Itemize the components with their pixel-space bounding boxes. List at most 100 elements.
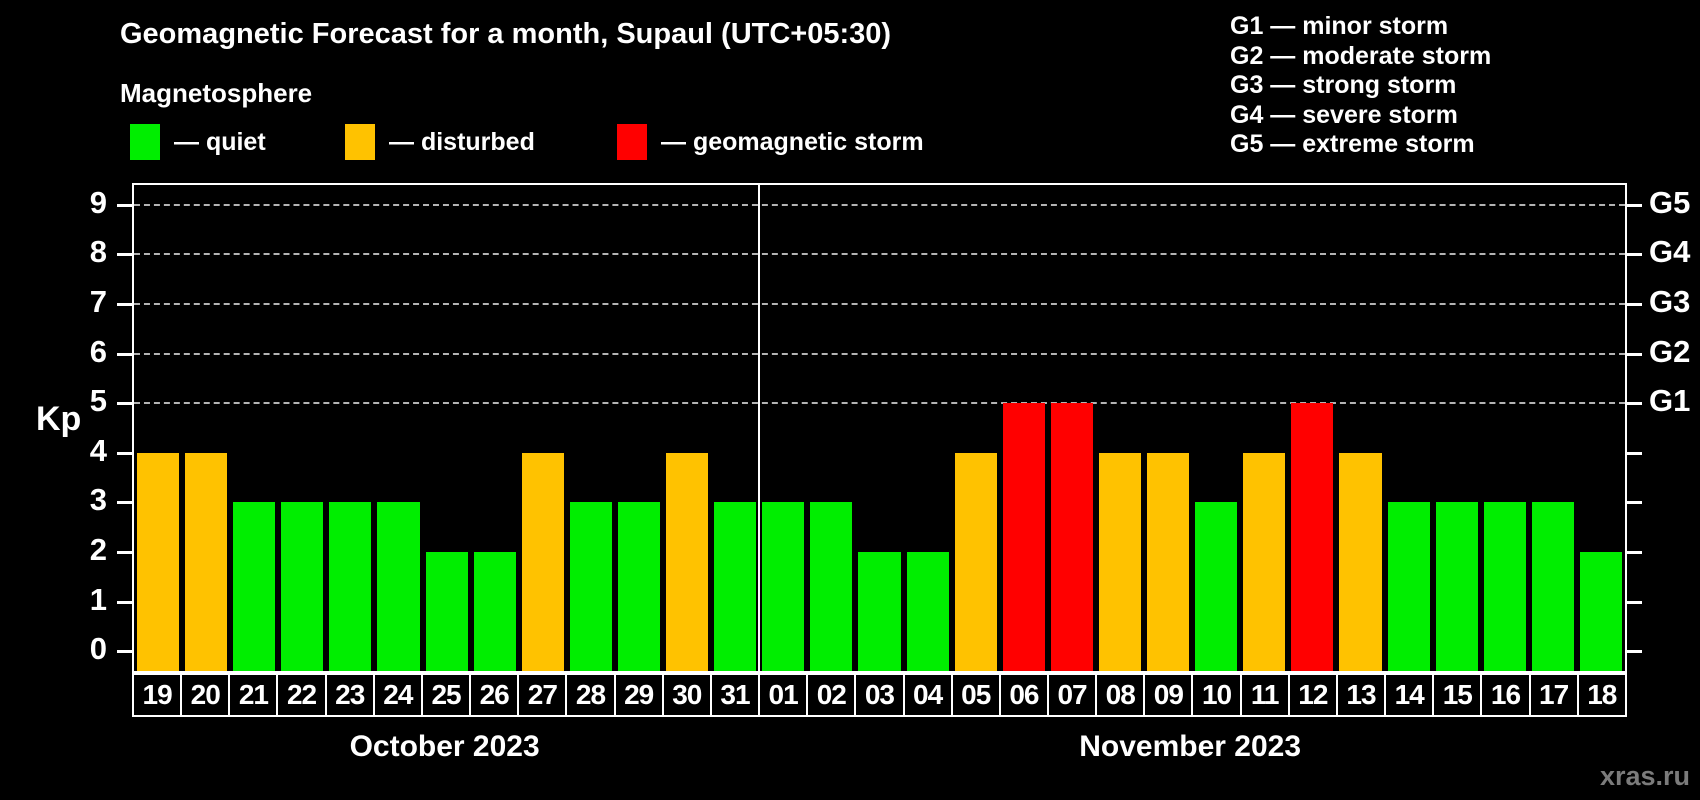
- day-label-11: 11: [1239, 673, 1290, 717]
- day-label-22: 22: [276, 673, 327, 717]
- day-label-21: 21: [228, 673, 279, 717]
- day-label-26: 26: [469, 673, 520, 717]
- day-label-27: 27: [517, 673, 568, 717]
- g-tick-label-g2: G2: [1649, 333, 1691, 369]
- kp-bar-day-02: [810, 502, 853, 671]
- y-tick-label-1: 1: [89, 581, 107, 617]
- legend-label-disturbed: — disturbed: [389, 127, 535, 156]
- day-label-15: 15: [1432, 673, 1483, 717]
- g-tick-label-g1: G1: [1649, 383, 1691, 419]
- kp-bar-day-20: [185, 452, 228, 671]
- kp-bar-day-30: [666, 452, 709, 671]
- right-tick-kp-9: [1627, 203, 1642, 207]
- day-label-14: 14: [1384, 673, 1435, 717]
- legend-label-quiet: — quiet: [174, 127, 266, 156]
- g-scale-legend: G1 — minor storm G2 — moderate storm G3 …: [1230, 12, 1491, 160]
- kp-bar-day-27: [521, 452, 564, 671]
- kp-bar-day-24: [377, 502, 420, 671]
- left-tick-kp-5: [117, 402, 132, 406]
- legend-item-quiet: — quiet: [130, 122, 266, 162]
- storm-color-swatch: [617, 124, 647, 160]
- legend-item-storm: — geomagnetic storm: [617, 122, 924, 162]
- kp-bar-day-26: [473, 551, 516, 671]
- g-legend-line-g4: G4 — severe storm: [1230, 100, 1458, 129]
- right-tick-kp-8: [1627, 253, 1642, 257]
- kp-bar-day-29: [617, 502, 661, 671]
- kp-bar-day-03: [858, 551, 901, 671]
- left-tick-kp-4: [117, 451, 132, 455]
- y-tick-label-0: 0: [89, 631, 107, 667]
- y-tick-label-3: 3: [89, 482, 107, 518]
- day-label-02: 02: [806, 673, 857, 717]
- kp-bar-day-22: [281, 502, 324, 671]
- y-tick-label-4: 4: [89, 432, 107, 468]
- kp-bar-day-23: [329, 502, 372, 671]
- g-tick-label-g3: G3: [1649, 284, 1691, 320]
- kp-bar-day-17: [1531, 502, 1574, 671]
- day-label-19: 19: [132, 673, 183, 717]
- day-label-28: 28: [565, 673, 616, 717]
- kp-bar-day-15: [1435, 502, 1478, 671]
- kp-bar-day-19: [137, 452, 180, 671]
- g-tick-label-g4: G4: [1649, 234, 1691, 270]
- kp-bar-day-28: [569, 502, 612, 671]
- right-tick-kp-2: [1627, 550, 1642, 554]
- kp-bar-day-18: [1579, 551, 1622, 671]
- legend-item-disturbed: — disturbed: [345, 122, 535, 162]
- day-label-row: 19 20 21 22 23 24 25 26 27 28 29 30 31 01 02 03 04 05 06 07…: [132, 673, 1627, 717]
- kp-bar-day-12: [1291, 403, 1334, 671]
- plot-area: [132, 183, 1627, 673]
- kp-bar-day-13: [1339, 452, 1382, 671]
- kp-bar-day-21: [233, 502, 276, 671]
- gridline-kp-8: [134, 253, 1625, 256]
- right-tick-kp-7: [1627, 303, 1642, 307]
- kp-bar-day-11: [1243, 452, 1286, 671]
- watermark: xras.ru: [1599, 761, 1690, 791]
- right-tick-kp-4: [1627, 451, 1642, 455]
- gridline-kp-6: [134, 352, 1625, 355]
- gridline-kp-9: [134, 203, 1625, 206]
- g-legend-line-g2: G2 — moderate storm: [1230, 41, 1492, 70]
- disturbed-color-swatch: [345, 124, 375, 160]
- month-label-1: November 2023: [1079, 730, 1302, 763]
- day-label-23: 23: [324, 673, 375, 717]
- day-label-12: 12: [1287, 673, 1338, 717]
- month-label-0: October 2023: [349, 730, 540, 763]
- kp-bar-day-09: [1147, 452, 1190, 671]
- kp-bar-day-14: [1387, 502, 1430, 671]
- kp-bar-day-05: [954, 452, 997, 671]
- kp-bar-day-10: [1195, 502, 1238, 671]
- day-label-16: 16: [1480, 673, 1531, 717]
- kp-bar-day-06: [1002, 403, 1045, 671]
- g-tick-label-g5: G5: [1649, 184, 1691, 220]
- right-tick-kp-5: [1627, 402, 1642, 406]
- day-label-25: 25: [420, 673, 472, 717]
- y-tick-label-2: 2: [89, 531, 107, 567]
- y-tick-label-8: 8: [89, 234, 107, 270]
- legend-label-storm: — geomagnetic storm: [661, 127, 924, 156]
- day-label-31: 31: [709, 673, 761, 717]
- day-label-01: 01: [758, 673, 809, 717]
- right-tick-kp-1: [1627, 600, 1642, 604]
- chart-title: Geomagnetic Forecast for a month, Supaul…: [120, 18, 892, 50]
- day-label-09: 09: [1143, 673, 1194, 717]
- left-tick-kp-0: [117, 650, 132, 654]
- y-axis-label: Kp: [36, 400, 82, 438]
- left-tick-kp-6: [117, 352, 132, 356]
- kp-bar-day-01: [762, 502, 805, 671]
- g-legend-line-g1: G1 — minor storm: [1230, 12, 1449, 40]
- day-label-29: 29: [613, 673, 664, 717]
- right-tick-kp-3: [1627, 501, 1642, 505]
- quiet-color-swatch: [130, 124, 160, 160]
- right-tick-kp-6: [1627, 352, 1642, 356]
- magnetosphere-legend-title: Magnetosphere: [120, 78, 313, 108]
- day-label-24: 24: [372, 673, 423, 717]
- left-tick-kp-8: [117, 253, 132, 257]
- y-tick-label-6: 6: [89, 333, 107, 369]
- day-label-30: 30: [661, 673, 712, 717]
- day-label-04: 04: [902, 673, 953, 717]
- kp-bar-day-07: [1050, 403, 1093, 671]
- left-tick-kp-7: [117, 303, 132, 307]
- day-label-07: 07: [1046, 673, 1098, 717]
